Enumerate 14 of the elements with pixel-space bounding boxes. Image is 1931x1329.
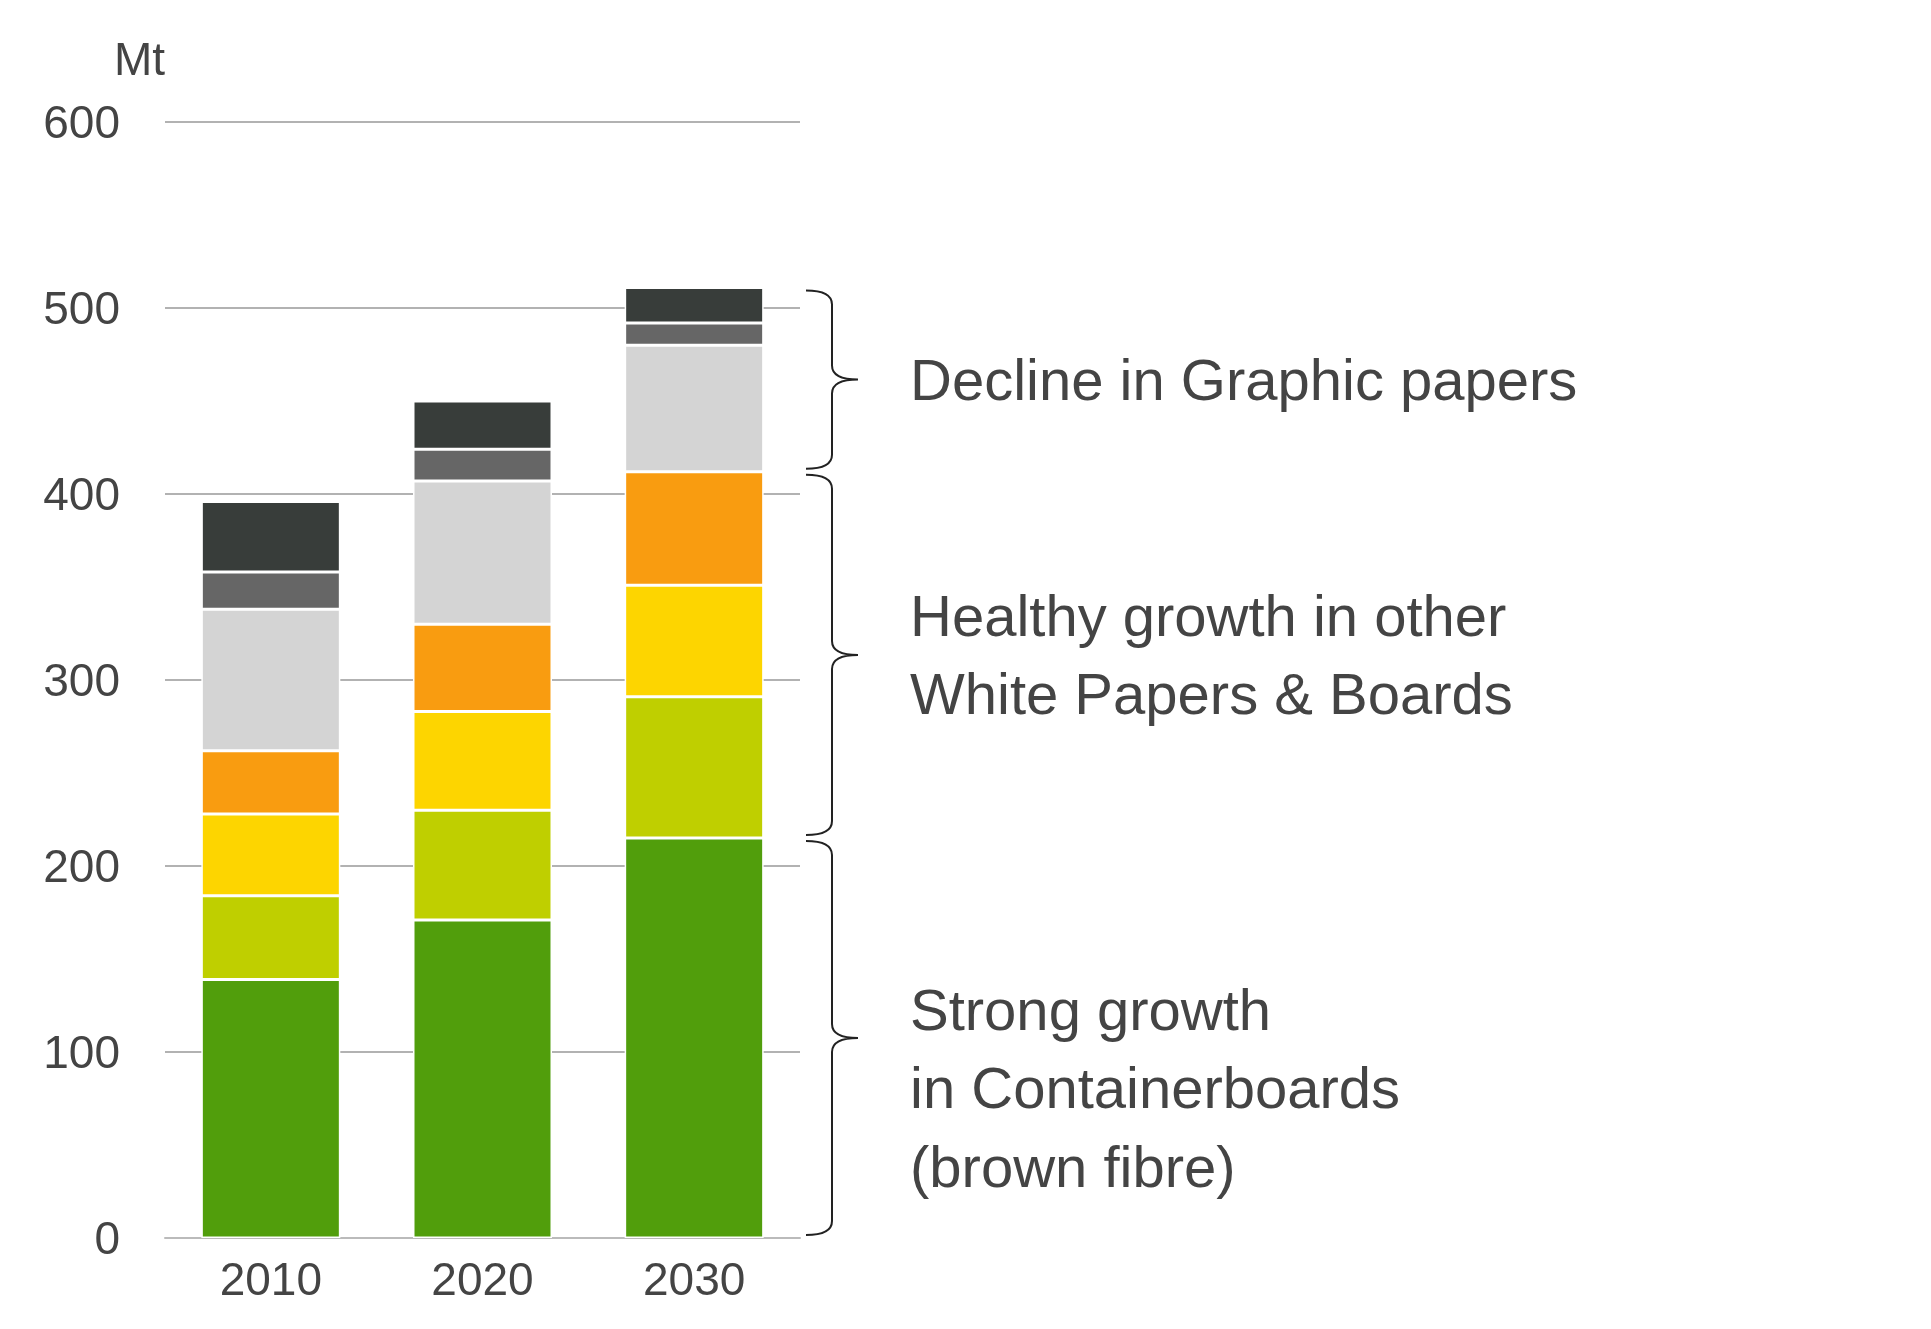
text: Healthy growth in other White Papers & Boards: [910, 581, 1513, 728]
y-tick-label: 100: [43, 1026, 120, 1078]
y-tick-label: 500: [43, 282, 120, 334]
y-tick-label: 400: [43, 468, 120, 520]
x-tick-label: 2010: [219, 1253, 323, 1305]
text: Strong growth in Containerboards (brown fibre): [910, 975, 1401, 1201]
y-tick-label: 300: [43, 654, 120, 706]
y-tick-label: 200: [43, 840, 120, 892]
x-tick-label: 2030: [642, 1253, 746, 1305]
y-tick-label: 0: [94, 1212, 120, 1264]
y-tick-label: 600: [43, 96, 120, 148]
y-axis-title: Mt: [113, 33, 166, 85]
x-tick-label: 2020: [431, 1253, 534, 1305]
text: Decline in Graphic papers: [910, 345, 1578, 414]
